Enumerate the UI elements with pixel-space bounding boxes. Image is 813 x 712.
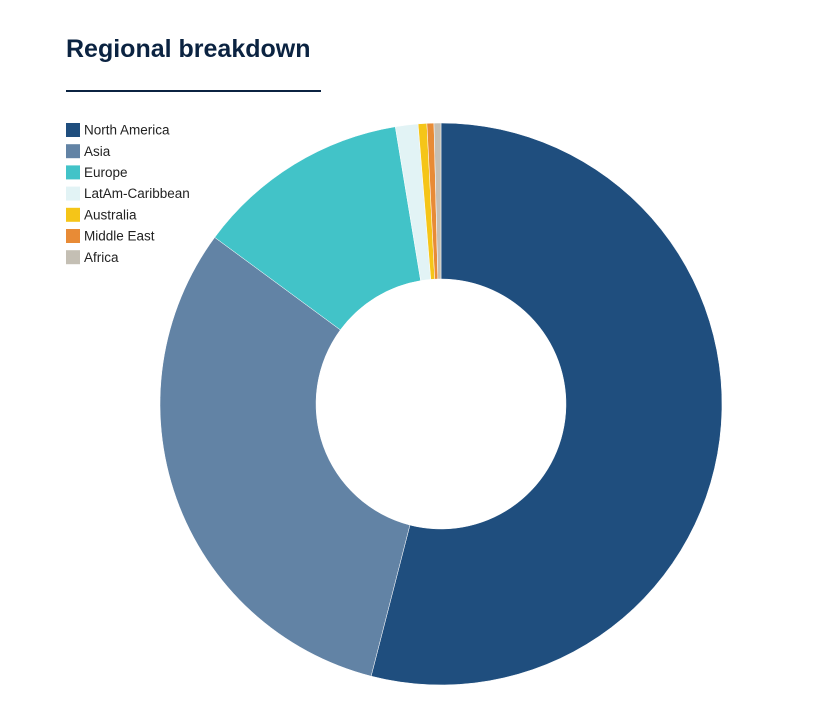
legend-label: Europe [84, 165, 128, 180]
legend-label: Africa [84, 250, 119, 265]
donut-slice [214, 126, 421, 331]
donut-slice [159, 237, 411, 677]
legend-swatch [66, 186, 80, 201]
legend-swatch [66, 123, 80, 137]
legend-label: Australia [84, 207, 137, 222]
legend-label: LatAm-Caribbean [84, 186, 190, 201]
legend-label: Middle East [84, 229, 155, 244]
chart-title: Regional breakdown [66, 35, 310, 63]
donut-slice [433, 122, 442, 280]
legend-swatch [66, 229, 80, 243]
legend-swatch [66, 250, 80, 265]
legend-label: Asia [84, 144, 111, 159]
legend-swatch [66, 207, 80, 222]
legend-swatch [66, 165, 80, 180]
donut-slice [370, 122, 723, 686]
legend-label: North America [84, 123, 170, 138]
legend-swatch [66, 144, 80, 159]
